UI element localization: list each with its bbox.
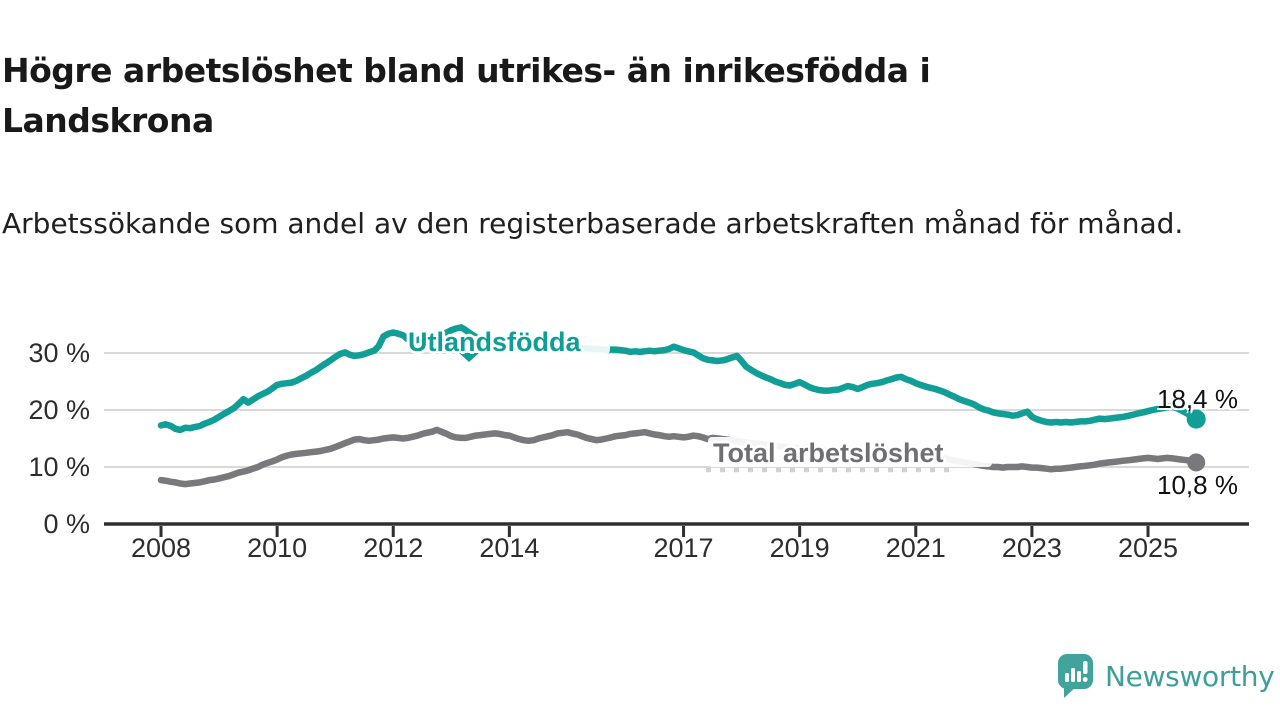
x-tick-label: 2025 [1117, 533, 1179, 563]
x-tick-label: 2008 [130, 533, 192, 563]
page-title: Högre arbetslöshet bland utrikes- än inr… [2, 51, 931, 140]
series-line-total [157, 426, 1200, 488]
x-tick-label: 2023 [1001, 533, 1062, 563]
y-tick-label: 0 % [43, 509, 90, 539]
data-lines [157, 324, 1200, 488]
newsworthy-logo-text: Newsworthy [1105, 659, 1275, 693]
x-tick-label: 2019 [769, 533, 830, 563]
series-end-dots [1186, 409, 1206, 472]
label-halo-total [708, 437, 992, 467]
series-line-utlandsfodda [157, 324, 1200, 434]
gridlines [104, 352, 1249, 468]
label-halo-utlandsfodda [470, 336, 610, 354]
series-label-utlandsfodda: Utlandsfödda [408, 327, 581, 357]
x-tick-label: 2017 [653, 533, 714, 563]
newsworthy-logo-icon [1058, 654, 1093, 698]
end-dot-utlandsfodda [1186, 409, 1206, 429]
x-tick-label: 2010 [247, 533, 308, 563]
y-tick-label: 30 % [28, 338, 90, 368]
end-value-total: 10,8 % [1157, 470, 1238, 500]
page-subtitle: Arbetssökande som andel av den registerb… [2, 207, 1184, 240]
x-axis [104, 522, 1249, 537]
newsworthy-logo: Newsworthy [1056, 652, 1275, 700]
end-value-utlandsfodda: 18,4 % [1157, 384, 1238, 414]
end-dot-total [1187, 453, 1206, 472]
series-label-total-arbetsloshet: Total arbetslöshet [713, 438, 944, 468]
x-tick-label: 2012 [363, 533, 424, 563]
y-tick-label: 20 % [28, 395, 90, 425]
label-caret-icon [459, 353, 479, 362]
y-tick-label: 10 % [28, 452, 90, 482]
x-tick-label: 2021 [885, 533, 946, 563]
x-tick-label: 2014 [479, 533, 540, 563]
